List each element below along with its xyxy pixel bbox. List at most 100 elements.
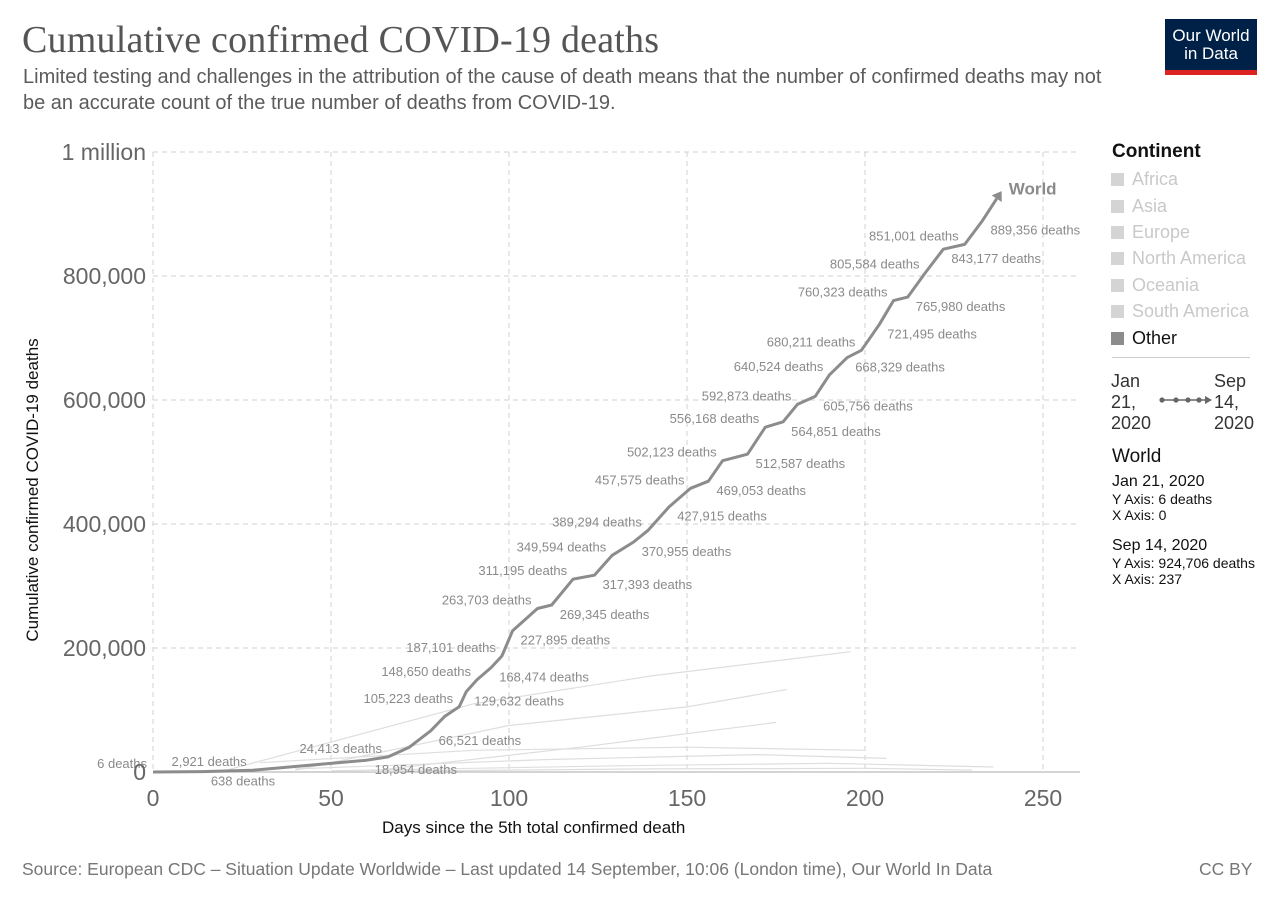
legend-item-oceania[interactable]: Oceania: [1111, 275, 1199, 296]
y-tick-label: 800,000: [63, 263, 146, 289]
data-label: 668,329 deaths: [855, 360, 945, 375]
data-label: 370,955 deaths: [642, 544, 732, 559]
legend-swatch: [1111, 279, 1124, 292]
y-tick-label: 200,000: [63, 635, 146, 661]
other-series-line[interactable]: [224, 651, 851, 772]
legend-title: Continent: [1112, 141, 1201, 162]
x-tick-label: 200: [846, 785, 884, 811]
legend-label: South America: [1132, 301, 1250, 321]
timeline-dot: [1173, 397, 1179, 403]
data-label: 512,587 deaths: [756, 456, 846, 471]
info-start-y: Y Axis: 6 deaths: [1112, 491, 1213, 507]
legend-item-south-america[interactable]: South America: [1111, 301, 1249, 322]
other-series-line[interactable]: [295, 688, 787, 771]
timeline-dot: [1185, 397, 1191, 403]
data-label: 263,703 deaths: [442, 593, 532, 608]
info-end-y: Y Axis: 924,706 deaths: [1112, 555, 1255, 571]
timeline-end-label: Sep 14, 2020: [1214, 371, 1255, 433]
timeline-end-arrow-icon[interactable]: [1205, 396, 1212, 404]
legend-item-europe[interactable]: Europe: [1111, 222, 1190, 243]
legend-item-asia[interactable]: Asia: [1111, 196, 1167, 217]
other-series-line[interactable]: [366, 767, 972, 772]
info-end-x: X Axis: 237: [1112, 571, 1183, 587]
series-info-panel: World Jan 21, 2020 Y Axis: 6 deaths X Ax…: [1112, 446, 1272, 587]
x-tick-label: 250: [1024, 785, 1062, 811]
legend-label: Europe: [1132, 222, 1191, 242]
data-label: 564,851 deaths: [791, 424, 881, 439]
legend-label: North America: [1132, 248, 1247, 268]
data-label: 269,345 deaths: [560, 607, 650, 622]
legend-swatch: [1111, 252, 1124, 265]
data-label: 105,223 deaths: [364, 691, 454, 706]
data-label: 502,123 deaths: [627, 445, 717, 460]
y-tick-label: 600,000: [63, 387, 146, 413]
data-label: 851,001 deaths: [869, 228, 959, 243]
x-axis-label: Days since the 5th total confirmed death: [382, 818, 686, 837]
data-label: 427,915 deaths: [677, 509, 767, 524]
data-label: 6 deaths: [97, 756, 147, 771]
legend-item-north-america[interactable]: North America: [1111, 248, 1246, 269]
data-label: 24,413 deaths: [300, 741, 383, 756]
data-label: 311,195 deaths: [478, 563, 567, 578]
legend-label: Oceania: [1132, 275, 1200, 295]
data-label: 2,921 deaths: [171, 754, 247, 769]
legend-swatch: [1111, 200, 1124, 213]
legend-item-africa[interactable]: Africa: [1111, 169, 1178, 190]
x-tick-label: 50: [318, 785, 344, 811]
data-label: 640,524 deaths: [734, 359, 824, 374]
timeline-start-label: Jan 21, 2020: [1111, 371, 1152, 433]
legend-label: Asia: [1132, 196, 1168, 216]
chart-title: Cumulative confirmed COVID-19 deaths: [22, 19, 660, 61]
world-series-line[interactable]: [152, 197, 998, 774]
legend-swatch: [1111, 305, 1124, 318]
data-label: 457,575 deaths: [595, 472, 685, 487]
info-start-date: Jan 21, 2020: [1112, 473, 1205, 490]
y-tick-label: 0: [133, 759, 146, 785]
world-arrow-marker: [991, 191, 1002, 202]
info-start-x: X Axis: 0: [1112, 507, 1167, 523]
legend-swatch: [1111, 226, 1124, 239]
other-series-line[interactable]: [259, 746, 866, 764]
data-label: 592,873 deaths: [702, 388, 792, 403]
x-tick-label: 100: [490, 785, 528, 811]
data-label: 680,211 deaths: [767, 334, 856, 349]
x-tick-label: 0: [147, 785, 160, 811]
other-series-line[interactable]: [330, 762, 994, 772]
data-label: 721,495 deaths: [887, 327, 977, 342]
legend-divider: [1112, 357, 1250, 358]
data-label: 168,474 deaths: [499, 670, 589, 685]
data-label: 66,521 deaths: [439, 733, 522, 748]
legend-item-other[interactable]: Other: [1111, 328, 1177, 349]
y-axis-label: Cumulative confirmed COVID-19 deaths: [23, 338, 42, 642]
data-label: 843,177 deaths: [951, 251, 1041, 266]
info-end-date: Sep 14, 2020: [1112, 537, 1208, 554]
timeline[interactable]: Jan 21, 2020 Sep 14, 2020: [1111, 371, 1259, 437]
logo-line-2: in Data: [1184, 44, 1238, 63]
legend-swatch: [1111, 173, 1124, 186]
data-label: 349,594 deaths: [517, 539, 607, 554]
line-chart[interactable]: World 6 deaths 638 deaths 2,921 deaths 18,95…: [0, 0, 1100, 850]
license-link[interactable]: CC BY: [1199, 859, 1253, 879]
data-label: 187,101 deaths: [406, 640, 496, 655]
logo-line-1: Our World: [1172, 26, 1250, 45]
y-tick-label: 1 million: [62, 139, 146, 165]
x-tick-label: 150: [668, 785, 706, 811]
world-series-label: World: [1009, 180, 1057, 199]
y-tick-label: 400,000: [63, 511, 146, 537]
data-label: 18,954 deaths: [375, 762, 458, 777]
source-note[interactable]: Source: European CDC – Situation Update …: [22, 859, 993, 879]
chart-subtitle: Limited testing and challenges in the at…: [23, 66, 1102, 114]
owid-logo[interactable]: Our World in Data: [1165, 19, 1257, 75]
timeline-start-handle[interactable]: [1159, 397, 1165, 403]
data-label: 889,356 deaths: [990, 223, 1080, 238]
data-label: 129,632 deaths: [474, 694, 564, 709]
data-label: 556,168 deaths: [670, 411, 760, 426]
timeline-track[interactable]: [1159, 393, 1213, 407]
data-label: 389,294 deaths: [552, 515, 642, 530]
data-label: 638 deaths: [211, 774, 276, 789]
data-label: 605,756 deaths: [823, 398, 913, 413]
legend-swatch: [1111, 332, 1124, 345]
other-series-line[interactable]: [295, 753, 887, 770]
legend-label: Other: [1132, 328, 1178, 348]
data-label: 760,323 deaths: [798, 285, 888, 300]
